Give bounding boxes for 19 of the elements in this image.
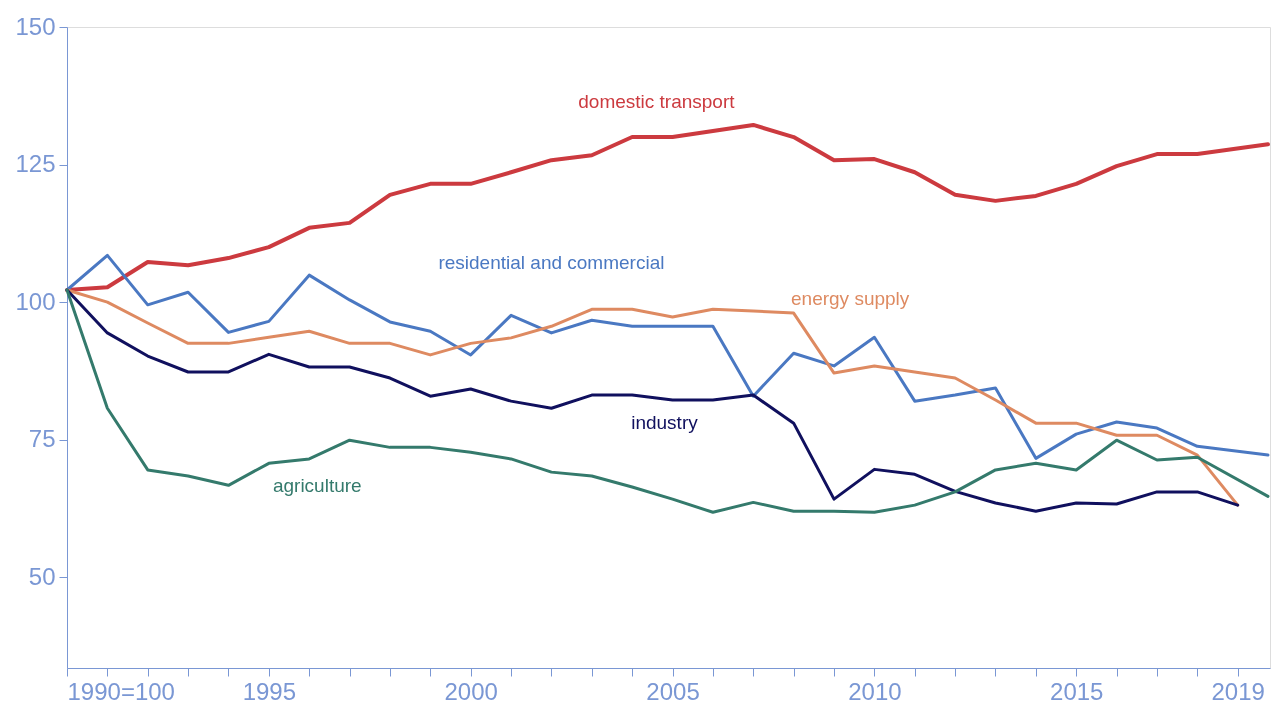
x-tick-label: 2010: [848, 677, 902, 705]
series-label: agriculture: [272, 475, 362, 497]
series-label: industry: [631, 412, 699, 434]
x-tick-label: 2000: [444, 677, 498, 705]
series-label: energy supply: [791, 288, 910, 310]
x-tick-label: 1995: [242, 677, 297, 705]
y-tick-label: 50: [28, 562, 56, 590]
text: residential and commercial: [438, 252, 665, 274]
x-tick-label: 1990=100: [67, 677, 175, 705]
y-tick-label: 150: [15, 12, 56, 40]
y-tick-label: 75: [28, 425, 56, 453]
y-tick-label: 100: [15, 287, 56, 315]
x-tick-label: 2019: [1211, 677, 1265, 705]
y-tick-label: 125: [15, 150, 56, 178]
x-tick-label: 2015: [1050, 677, 1104, 705]
line-series: [65, 122, 1270, 292]
series-label: domestic transport: [578, 90, 736, 112]
line-series: [65, 253, 1270, 460]
x-tick-label: 2005: [646, 677, 700, 705]
